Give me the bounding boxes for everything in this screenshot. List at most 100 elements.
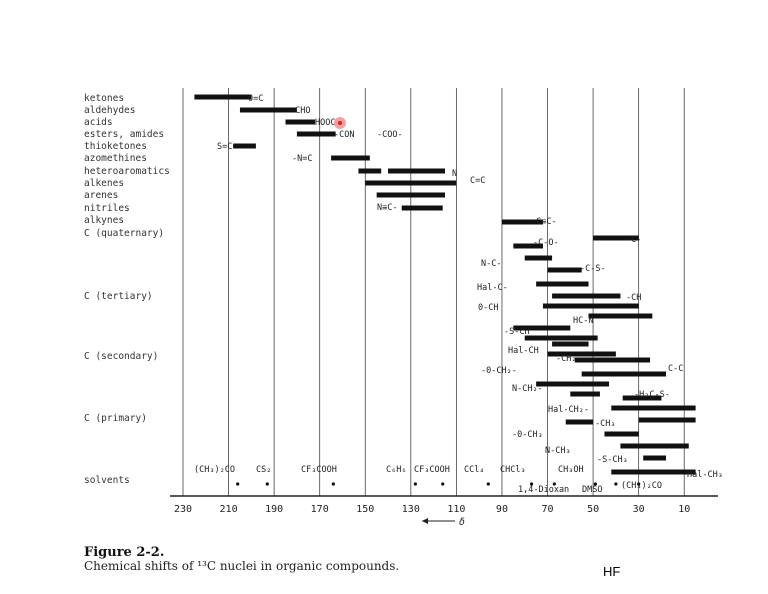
delta-arrow-head	[422, 518, 428, 524]
range-bar	[358, 168, 382, 174]
group-label: alkynes	[84, 215, 124, 226]
structure-label: N-CH₂-	[512, 384, 543, 394]
solvent-label: CH₃OH	[558, 465, 584, 475]
structure-label: N	[452, 169, 457, 179]
range-bar	[552, 341, 589, 347]
group-label: alkenes	[84, 178, 124, 189]
group-label: heteroaromatics	[84, 166, 170, 177]
delta-label: δ	[459, 517, 465, 528]
structure-label: Hal-CH₃	[687, 470, 723, 480]
structure-label: C=C	[470, 176, 485, 186]
structure-label: 0-CH	[478, 303, 498, 313]
range-bar	[536, 381, 610, 387]
range-bar	[542, 303, 639, 309]
x-tick-label: 130	[402, 504, 420, 515]
range-bar	[513, 325, 571, 331]
range-bar	[622, 395, 662, 401]
hf-tag: HF	[603, 564, 621, 579]
solvent-label: (CH₃)₂CO	[194, 465, 235, 475]
range-bar	[233, 143, 256, 149]
structure-label: -0-CH₃	[512, 430, 543, 440]
group-label: esters, amides	[84, 129, 164, 140]
solvent-marker	[529, 482, 534, 486]
structure-label: HC-N	[573, 316, 593, 326]
structure-label: C-C	[668, 364, 683, 374]
range-bar	[365, 180, 457, 186]
x-tick-label: 190	[265, 504, 283, 515]
solvent-label: (CH₃)₂CO	[621, 481, 662, 491]
group-label: C (quaternary)	[84, 228, 164, 239]
structure-label: N-CH₃	[545, 446, 571, 456]
group-label: C (tertiary)	[84, 291, 153, 302]
range-bar	[376, 192, 445, 198]
range-bar	[611, 469, 696, 475]
x-tick-label: 10	[678, 504, 690, 515]
figure-title: Figure 2-2.	[84, 545, 165, 560]
group-label: aldehydes	[84, 105, 135, 116]
group-label: ketones	[84, 93, 124, 104]
range-bar	[536, 281, 589, 287]
range-bar	[501, 219, 543, 225]
structure-label: -S-CH	[504, 327, 530, 337]
solvent-marker	[265, 482, 269, 486]
solvent-marker	[413, 482, 417, 486]
solvent-marker	[552, 482, 556, 486]
range-bar	[574, 357, 651, 363]
structure-label: 0=C	[248, 94, 263, 104]
structure-label: -CH₂-	[556, 354, 582, 364]
range-bar	[285, 119, 316, 125]
solvent-marker	[614, 482, 618, 486]
range-bar	[581, 371, 666, 377]
range-bar	[604, 431, 639, 437]
group-label: C (primary)	[84, 413, 147, 424]
solvent-marker	[441, 482, 445, 486]
range-bar	[524, 255, 553, 261]
x-tick-label: 50	[587, 504, 599, 515]
solvent-marker	[593, 482, 597, 486]
structure-label: -C-	[626, 235, 641, 245]
x-tick-label: 110	[447, 504, 465, 515]
range-bar	[565, 419, 594, 425]
range-bar	[638, 417, 696, 423]
range-bar	[524, 335, 598, 341]
range-bar	[513, 243, 543, 249]
structure-label: N-C-	[481, 259, 501, 269]
group-label: acids	[84, 117, 113, 128]
structure-label: Hal-C-	[477, 283, 508, 293]
solvent-label: CS₂	[256, 465, 271, 475]
structure-label: -COO-	[377, 130, 403, 140]
solvent-label: CCl₄	[464, 465, 484, 475]
range-bar	[552, 293, 621, 299]
cursor-indicator	[334, 117, 346, 129]
range-bar	[331, 155, 370, 161]
range-bar	[296, 131, 336, 137]
structure-label: -H₂C-S-	[634, 390, 670, 400]
solvent-marker	[236, 482, 240, 486]
structure-label: -CH₃	[595, 419, 615, 429]
x-tick-label: 90	[496, 504, 508, 515]
structure-label: HOOC	[315, 118, 335, 128]
x-tick-label: 230	[174, 504, 192, 515]
range-bar	[643, 455, 666, 461]
x-tick-label: 150	[356, 504, 374, 515]
structure-label: -0-CH₂-	[481, 366, 517, 376]
group-label: thioketones	[84, 141, 147, 152]
solvent-label: CF₃COOH	[414, 465, 450, 475]
solvent-label: CF₃COOH	[301, 465, 337, 475]
structure-label: -S-CH₃	[597, 455, 628, 465]
solvent-marker	[486, 482, 490, 486]
structure-label: S=C	[217, 142, 232, 152]
group-label: azomethines	[84, 153, 147, 164]
structure-label: Hal-CH₂-	[548, 405, 589, 415]
range-bar	[620, 443, 689, 449]
range-bar	[570, 391, 600, 397]
solvent-marker	[331, 482, 335, 486]
structure-label: -C≡C-	[531, 217, 557, 227]
group-label: solvents	[84, 475, 130, 486]
structure-label: Hal-CH	[508, 346, 539, 356]
structure-label: -CH	[626, 293, 641, 303]
x-tick-label: 210	[220, 504, 238, 515]
range-bar	[194, 94, 252, 100]
structure-label: -N=C	[292, 154, 312, 164]
